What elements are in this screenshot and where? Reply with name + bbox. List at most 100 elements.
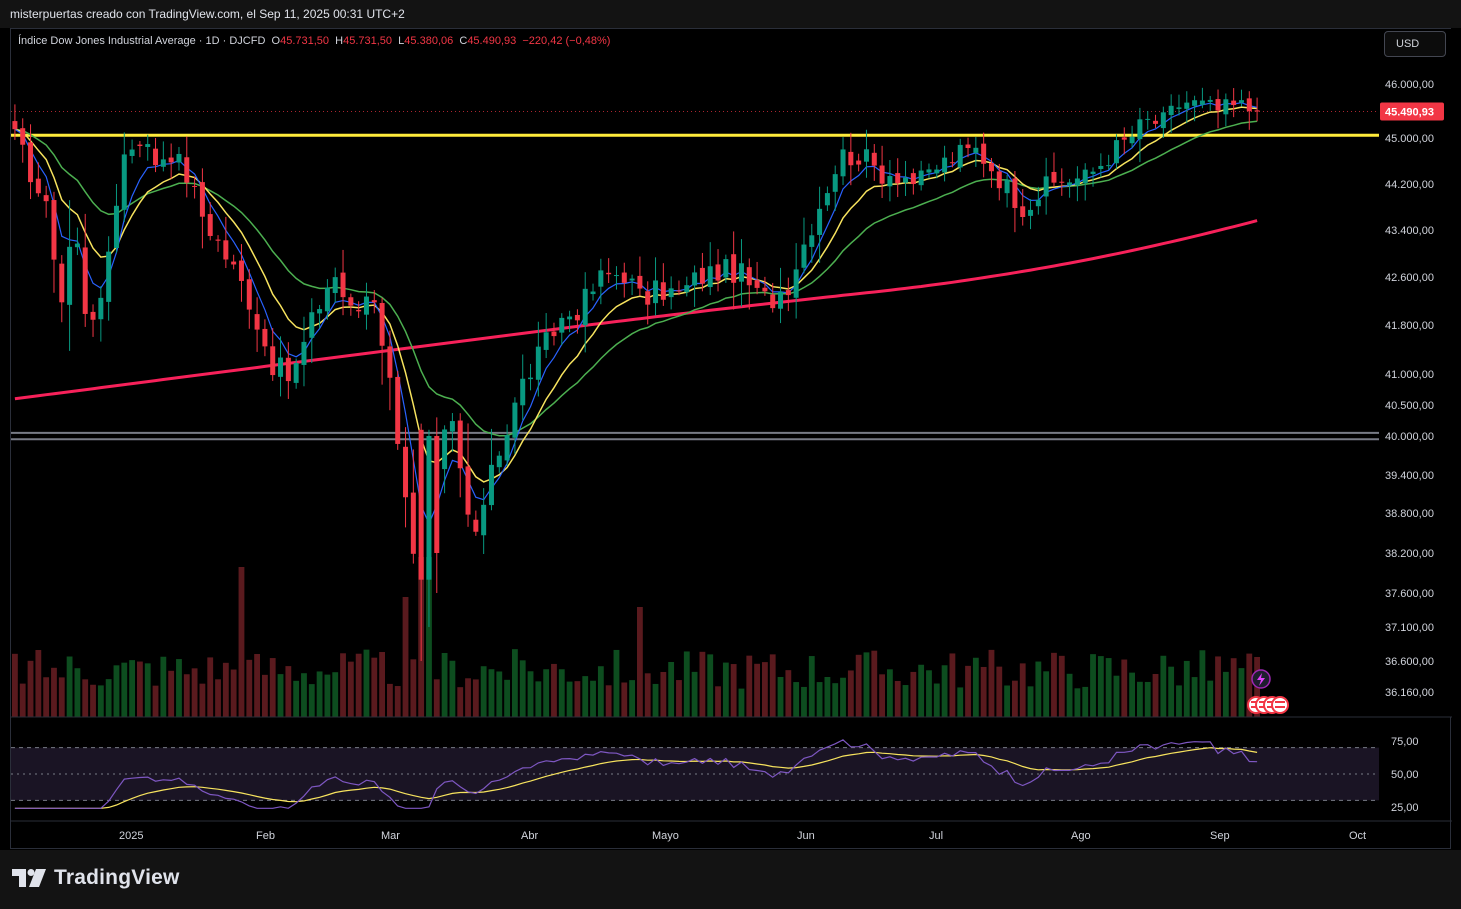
candle-body (363, 296, 369, 315)
volume-bar (199, 683, 206, 717)
candle-body (442, 429, 448, 470)
rsi-tick-label: 50,00 (1391, 769, 1419, 781)
volume-bar (301, 673, 307, 717)
price-tick-label: 36.160,00 (1385, 687, 1434, 699)
volume-bar (363, 649, 370, 717)
candle-body (395, 376, 401, 444)
candle-body (863, 149, 869, 162)
volume-bar (1074, 688, 1081, 717)
candle-body (1254, 110, 1260, 112)
volume-bar (707, 654, 714, 717)
volume-bar (1176, 685, 1182, 717)
volume-bar (480, 666, 487, 717)
volume-bar (1058, 655, 1065, 717)
volume-bar (1222, 671, 1229, 717)
volume-bar (51, 667, 57, 717)
volume-bar (676, 680, 682, 717)
volume-bar (699, 651, 706, 717)
candle-body (145, 144, 151, 147)
volume-bar (730, 664, 737, 717)
volume-bar (551, 663, 557, 717)
candle-body (113, 205, 119, 249)
volume-bar (957, 687, 964, 717)
candle-body (871, 152, 877, 166)
candle-body (1137, 119, 1143, 140)
volume-bar (1012, 680, 1018, 717)
volume-bar (1066, 673, 1073, 717)
candle-body (598, 270, 604, 287)
volume-bar (933, 683, 940, 717)
time-tick-label: Jun (797, 830, 815, 842)
candle-body (1098, 165, 1104, 169)
candle-body (559, 317, 565, 333)
candle-body (504, 435, 510, 461)
volume-bar (683, 651, 690, 717)
currency-button[interactable]: USD (1384, 31, 1446, 57)
volume-bar (97, 685, 104, 717)
candle-body (410, 492, 416, 554)
candle-body (309, 312, 315, 338)
volume-bar (129, 660, 135, 717)
candle-body (51, 200, 57, 260)
volume-bar (746, 655, 753, 717)
candle-body (82, 247, 88, 314)
candle-body (715, 264, 721, 281)
candle-body (465, 466, 471, 515)
symbol-legend[interactable]: Índice Dow Jones Industrial Average · 1D… (18, 35, 610, 47)
us-flag-stripe (1275, 701, 1285, 703)
candle-body (1215, 99, 1221, 111)
candle-body (254, 314, 260, 330)
volume-bar (1019, 663, 1026, 717)
volume-bar (980, 666, 987, 717)
candle-body (934, 169, 940, 174)
price-tick-label: 41.000,00 (1385, 369, 1434, 381)
volume-bar (1004, 685, 1010, 717)
candle-body (613, 275, 619, 277)
volume-bar (465, 678, 471, 717)
volume-bar (222, 662, 229, 717)
time-tick-label: Feb (256, 830, 275, 842)
volume-bar (160, 656, 167, 717)
open-label: O (271, 35, 281, 47)
brand-name: TradingView (54, 866, 180, 889)
volume-bar (543, 669, 550, 717)
candle-body (426, 436, 432, 580)
volume-bar (988, 649, 995, 717)
close-label: C (459, 35, 468, 47)
candle-body (1090, 171, 1096, 174)
close-value: 45.490,93 (467, 35, 517, 47)
candle-body (324, 287, 330, 312)
candle-body (684, 285, 690, 293)
candle-body (403, 446, 409, 498)
candle-body (12, 121, 18, 130)
candle-body (512, 402, 518, 438)
ema-fast-line (14, 102, 1258, 525)
volume-bar (1129, 672, 1135, 717)
volume-bar (19, 683, 26, 717)
candle-body (988, 162, 994, 172)
volume-bar (660, 671, 667, 717)
price-chart[interactable]: 46.000,00 45.000,00 44.200,00 43.400,00 42.6… (11, 29, 1452, 850)
candle-body (348, 297, 354, 306)
tradingview-logo[interactable]: TradingView (12, 866, 180, 890)
candle-body (137, 144, 143, 147)
volume-bar (777, 677, 784, 717)
ema-20-line (14, 106, 1258, 483)
candle-body (957, 144, 963, 168)
volume-bar (613, 649, 620, 717)
volume-bar (597, 666, 604, 717)
volume-bar (808, 656, 815, 717)
candle-body (43, 195, 49, 202)
candle-body (606, 272, 612, 275)
candle-body (895, 173, 901, 184)
candle-body (840, 149, 846, 177)
price-tick-label: 39.400,00 (1385, 470, 1434, 482)
time-tick-label: Abr (521, 830, 538, 842)
chart-frame[interactable]: 46.000,00 45.000,00 44.200,00 43.400,00 42.6… (10, 28, 1452, 850)
volume-bar (910, 671, 917, 717)
candle-body (176, 153, 182, 163)
candle-body (942, 157, 948, 173)
volume-bar (558, 669, 565, 717)
candle-body (1113, 140, 1119, 164)
candle-body (379, 302, 385, 346)
